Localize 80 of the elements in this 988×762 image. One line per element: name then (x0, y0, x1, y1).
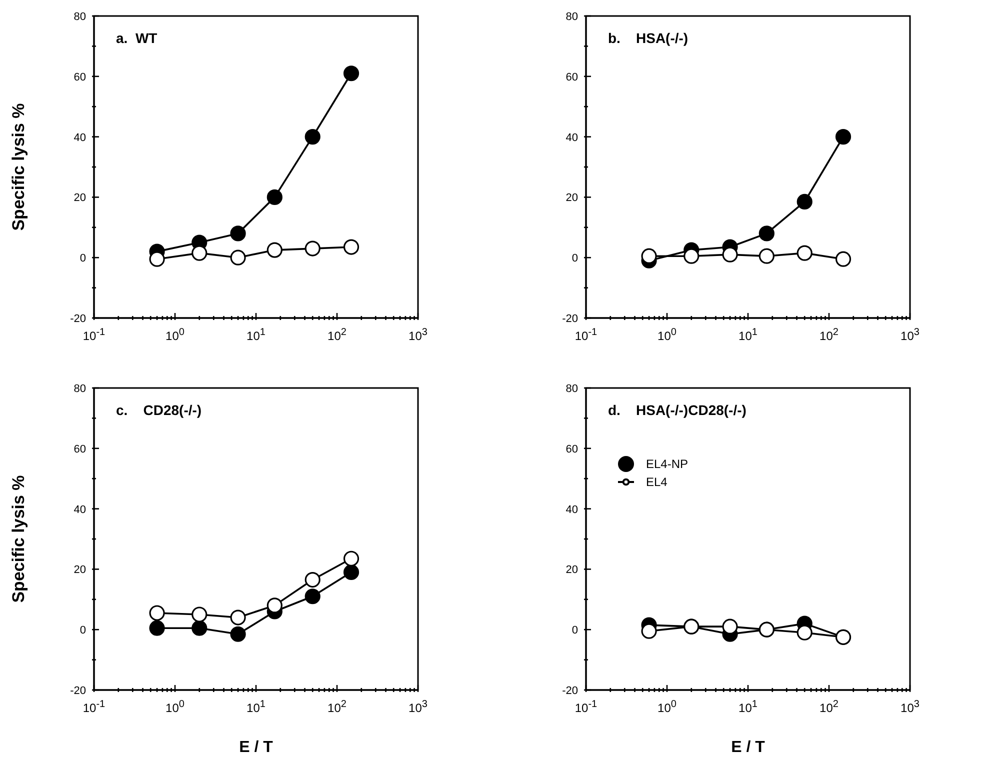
x-tick-label: 10$^{1}$ (246, 698, 266, 715)
point (343, 564, 360, 580)
x-tick-label: 10$^{3}$ (900, 698, 920, 715)
point (304, 588, 320, 604)
legend-label: EL4 (646, 475, 668, 489)
point (230, 610, 246, 626)
point (192, 620, 208, 636)
point (304, 240, 320, 256)
point (304, 129, 320, 145)
y-tick-label: 20 (74, 564, 86, 576)
point (722, 246, 738, 262)
x-tick-label: 10$^{-1}$ (82, 698, 106, 715)
x-tick-label: 10$^{3}$ (900, 326, 920, 343)
point (343, 550, 360, 566)
y-tick-label: 20 (566, 564, 578, 576)
y-tick-label: -20 (70, 685, 86, 697)
point (230, 226, 246, 242)
x-tick-label: 10$^{0}$ (166, 698, 185, 715)
point (343, 66, 360, 82)
point (230, 250, 246, 266)
y-tick-label: 60 (566, 443, 578, 456)
x-axis-title: E / T (731, 739, 766, 756)
point (266, 242, 282, 258)
y-tick-label: 80 (566, 11, 578, 23)
text: a. WT (116, 30, 158, 46)
point (796, 245, 812, 261)
point (230, 626, 246, 642)
point (796, 194, 812, 210)
text: b. HSA(-/-) (608, 30, 688, 46)
point (758, 248, 774, 264)
y-tick-label: -20 (562, 685, 578, 697)
y-tick-label: 40 (566, 132, 578, 144)
x-tick-label: 10$^{-1}$ (574, 326, 598, 343)
x-tick-label: 10$^{0}$ (166, 326, 185, 343)
x-tick-label: 10$^{3}$ (408, 326, 428, 343)
y-tick-label: -20 (70, 313, 86, 325)
point (192, 606, 208, 622)
y-tick-label: -20 (562, 313, 578, 325)
y-axis-title: Specific lysis % (9, 475, 28, 603)
text: d. HSA(-/-)CD28(-/-) (608, 402, 746, 418)
y-axis-title: Specific lysis % (9, 103, 28, 231)
y-tick-label: 60 (74, 71, 86, 84)
x-tick-label: 10$^{1}$ (738, 326, 758, 343)
y-tick-label: 80 (566, 383, 578, 395)
y-tick-label: 60 (566, 71, 578, 84)
x-tick-label: 10$^{1}$ (738, 698, 758, 715)
x-tick-label: 10$^{2}$ (820, 326, 839, 343)
point (266, 189, 282, 205)
point (266, 598, 282, 614)
x-tick-label: 10$^{-1}$ (82, 326, 106, 343)
x-tick-label: 10$^{2}$ (328, 326, 347, 343)
y-tick-label: 40 (566, 504, 578, 516)
y-tick-label: 0 (80, 252, 86, 265)
x-tick-label: 10$^{2}$ (820, 698, 839, 715)
y-tick-label: 20 (74, 192, 86, 204)
y-tick-label: 40 (74, 504, 86, 516)
x-tick-label: 10$^{0}$ (658, 698, 677, 715)
y-tick-label: 0 (572, 252, 578, 265)
point (304, 572, 320, 588)
y-tick-label: 0 (80, 624, 86, 637)
point (835, 251, 852, 267)
x-tick-label: 10$^{0}$ (658, 326, 677, 343)
text: c. CD28(-/-) (116, 402, 202, 418)
x-tick-label: 10$^{2}$ (328, 698, 347, 715)
legend-label: EL4-NP (646, 457, 688, 471)
y-tick-label: 60 (74, 443, 86, 456)
point (343, 239, 360, 255)
y-tick-label: 20 (566, 192, 578, 204)
x-tick-label: 10$^{3}$ (408, 698, 428, 715)
x-axis-title: E / T (239, 739, 274, 756)
point (758, 226, 774, 242)
y-tick-label: 80 (74, 383, 86, 395)
y-tick-label: 0 (572, 624, 578, 637)
point (835, 129, 852, 145)
x-tick-label: 10$^{-1}$ (574, 698, 598, 715)
y-tick-label: 80 (74, 11, 86, 23)
x-tick-label: 10$^{1}$ (246, 326, 266, 343)
y-tick-label: 40 (74, 132, 86, 144)
point (684, 248, 700, 264)
point (192, 245, 208, 261)
